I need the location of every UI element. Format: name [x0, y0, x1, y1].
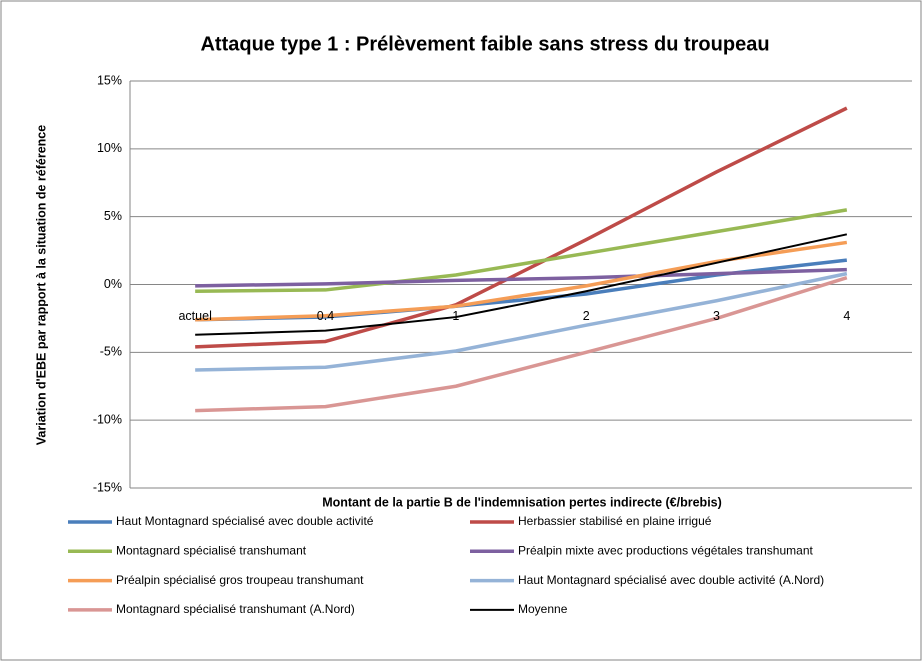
x-tick-label: 4	[843, 309, 850, 323]
y-tick-label: -10%	[93, 412, 122, 426]
y-tick-label: 10%	[97, 141, 122, 155]
legend-label: Haut Montagnard spécialisé avec double a…	[116, 514, 374, 528]
legend-label: Haut Montagnard spécialisé avec double a…	[518, 573, 824, 587]
chart-title: Attaque type 1 : Prélèvement faible sans…	[200, 33, 769, 55]
x-tick-label: 2	[583, 309, 590, 323]
y-axis-label: Variation d'EBE par rapport à la situati…	[34, 125, 48, 445]
series-line	[195, 208, 848, 294]
series-line	[195, 276, 848, 413]
x-tick-label: 3	[713, 309, 720, 323]
legend-label: Préalpin spécialisé gros troupeau transh…	[116, 573, 364, 587]
legend-label: Préalpin mixte avec productions végétale…	[518, 543, 813, 557]
x-tick-label: actuel	[178, 309, 211, 323]
y-tick-label: 0%	[104, 277, 122, 291]
x-axis-label: Montant de la partie B de l'indemnisatio…	[322, 495, 722, 509]
legend-label: Moyenne	[518, 602, 568, 616]
legend-label: Montagnard spécialisé transhumant (A.Nor…	[116, 602, 355, 616]
x-tick-label: 0.4	[317, 309, 334, 323]
y-tick-label: 5%	[104, 209, 122, 223]
y-tick-label: -15%	[93, 480, 122, 494]
series-line	[195, 106, 848, 349]
series-line	[195, 267, 847, 288]
x-tick-label: 1	[452, 309, 459, 323]
y-tick-label: 15%	[97, 73, 122, 87]
legend-label: Montagnard spécialisé transhumant	[116, 543, 307, 557]
legend-label: Herbassier stabilisé en plaine irrigué	[518, 514, 712, 528]
series-line	[195, 233, 848, 336]
series-line	[195, 271, 848, 372]
y-tick-label: -5%	[100, 345, 122, 359]
